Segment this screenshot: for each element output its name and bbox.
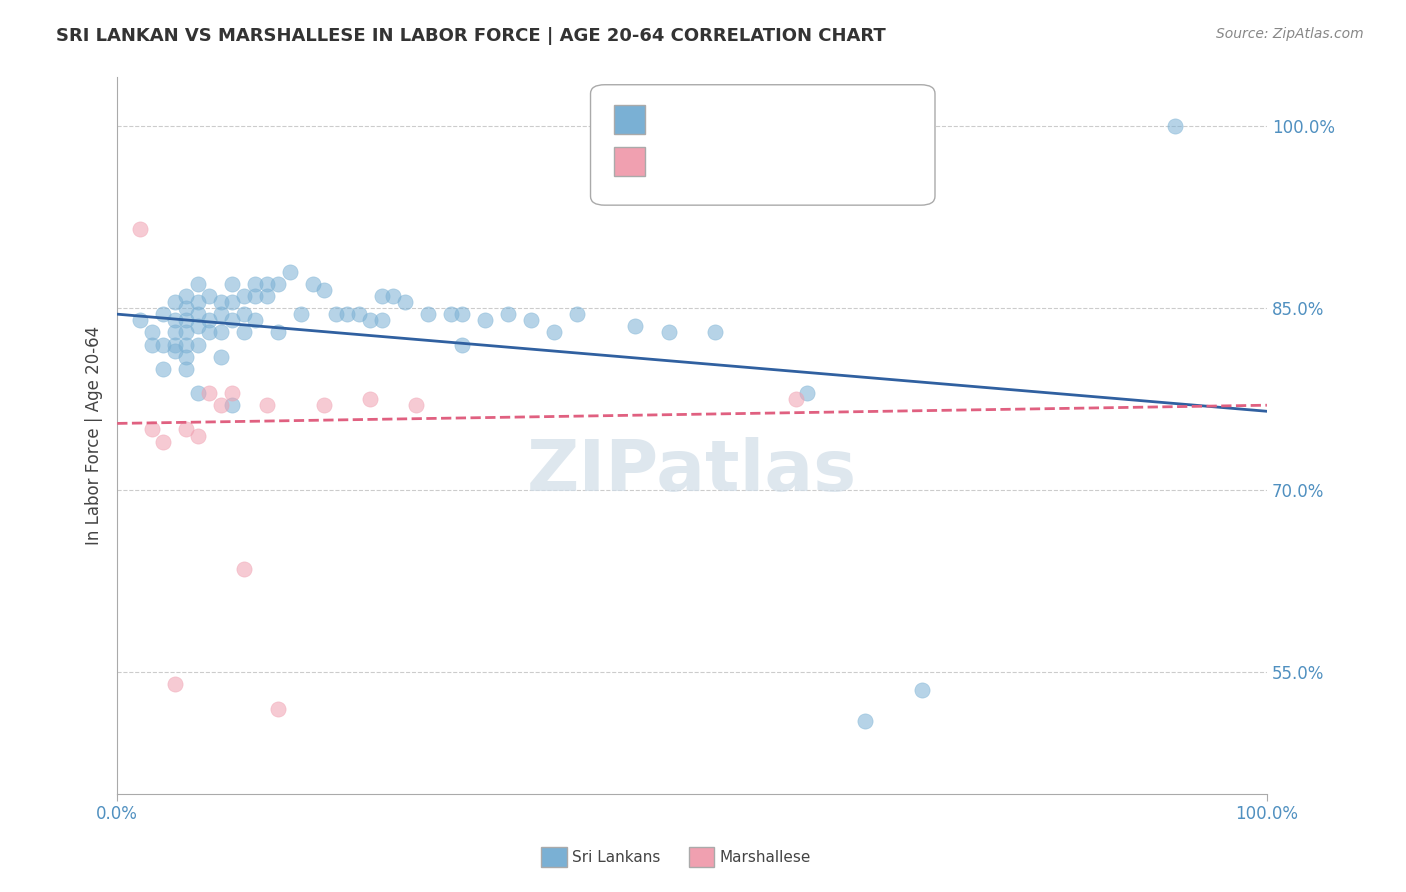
Point (221, 295, 243, 310)
Point (796, 386, 818, 401)
Point (163, 677, 186, 691)
Point (347, 307, 370, 321)
Point (163, 343, 186, 358)
Point (221, 277, 243, 291)
Point (520, 313, 543, 327)
Point (543, 326, 565, 340)
Point (370, 289, 392, 303)
Point (232, 289, 254, 303)
Point (370, 313, 392, 327)
Point (243, 313, 266, 327)
Point (152, 434, 174, 449)
Point (416, 307, 439, 321)
Text: R =  0.028  N = 16: R = 0.028 N = 16 (651, 153, 821, 170)
Point (187, 337, 209, 351)
Point (451, 337, 474, 351)
Text: R = -0.081  N = 72: R = -0.081 N = 72 (651, 110, 823, 128)
Point (187, 295, 209, 310)
Point (152, 337, 174, 351)
Point (174, 289, 197, 303)
Point (232, 307, 254, 321)
Point (853, 714, 876, 728)
Y-axis label: In Labor Force | Age 20-64: In Labor Force | Age 20-64 (86, 326, 103, 545)
Point (209, 350, 232, 364)
Point (623, 319, 645, 334)
Text: Marshallese: Marshallese (720, 850, 811, 864)
Point (325, 307, 347, 321)
Point (209, 326, 232, 340)
Point (336, 307, 359, 321)
Point (911, 683, 934, 698)
Text: Source: ZipAtlas.com: Source: ZipAtlas.com (1216, 27, 1364, 41)
Point (198, 289, 221, 303)
Point (221, 398, 243, 412)
Point (405, 398, 427, 412)
Point (187, 277, 209, 291)
Point (474, 313, 496, 327)
Point (451, 307, 474, 321)
Point (198, 386, 221, 401)
Point (163, 295, 186, 310)
Point (198, 326, 221, 340)
Point (141, 326, 163, 340)
Point (359, 313, 381, 327)
Point (314, 283, 336, 297)
Point (382, 289, 405, 303)
Point (301, 277, 323, 291)
Point (256, 398, 278, 412)
Point (704, 326, 727, 340)
Point (174, 301, 197, 315)
Point (152, 307, 174, 321)
Text: Sri Lankans: Sri Lankans (572, 850, 661, 864)
Point (221, 386, 243, 401)
Point (439, 307, 461, 321)
Point (209, 398, 232, 412)
Point (267, 277, 290, 291)
Point (187, 428, 209, 442)
Text: ZIPatlas: ZIPatlas (527, 437, 858, 506)
Point (174, 337, 197, 351)
Point (565, 307, 588, 321)
Point (174, 326, 197, 340)
Point (232, 326, 254, 340)
Point (232, 562, 254, 576)
Text: SRI LANKAN VS MARSHALLESE IN LABOR FORCE | AGE 20-64 CORRELATION CHART: SRI LANKAN VS MARSHALLESE IN LABOR FORCE… (56, 27, 886, 45)
Point (174, 422, 197, 436)
Point (290, 307, 312, 321)
Point (209, 307, 232, 321)
Point (129, 313, 152, 327)
Point (221, 313, 243, 327)
Point (496, 307, 519, 321)
Point (785, 392, 807, 406)
Point (394, 295, 416, 310)
Point (243, 289, 266, 303)
Point (267, 326, 290, 340)
Point (209, 295, 232, 310)
Point (174, 350, 197, 364)
Point (256, 277, 278, 291)
Point (163, 326, 186, 340)
Point (267, 702, 290, 716)
Point (174, 313, 197, 327)
Point (141, 422, 163, 436)
Point (187, 386, 209, 401)
Point (163, 313, 186, 327)
Point (187, 319, 209, 334)
Point (658, 326, 681, 340)
Point (163, 337, 186, 351)
Point (256, 289, 278, 303)
Point (1164, 119, 1187, 133)
Point (187, 307, 209, 321)
Point (314, 398, 336, 412)
Point (359, 392, 381, 406)
Point (129, 222, 152, 236)
Point (152, 361, 174, 376)
Point (141, 337, 163, 351)
Point (198, 313, 221, 327)
Point (243, 277, 266, 291)
Point (278, 265, 301, 279)
Point (174, 361, 197, 376)
